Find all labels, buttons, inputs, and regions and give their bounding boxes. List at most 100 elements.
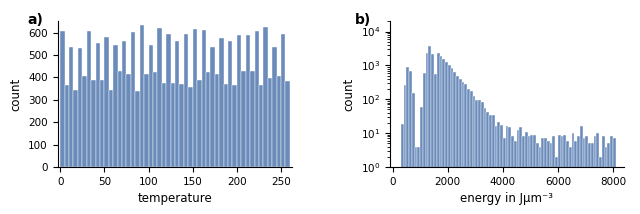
Bar bbox=[206, 72, 211, 167]
Bar bbox=[525, 132, 527, 214]
X-axis label: energy in Jμm⁻³: energy in Jμm⁻³ bbox=[460, 192, 554, 205]
Bar bbox=[582, 138, 586, 214]
Bar bbox=[520, 127, 522, 214]
Bar bbox=[406, 67, 409, 214]
Bar bbox=[522, 136, 525, 214]
Y-axis label: count: count bbox=[10, 77, 22, 111]
Bar bbox=[255, 31, 259, 167]
Bar bbox=[241, 71, 246, 167]
Bar bbox=[561, 136, 563, 214]
Bar bbox=[426, 53, 429, 214]
Bar bbox=[171, 83, 175, 167]
Bar bbox=[544, 138, 547, 214]
Bar bbox=[489, 115, 492, 214]
Bar bbox=[259, 85, 264, 167]
Bar bbox=[599, 157, 602, 214]
Bar bbox=[588, 143, 591, 214]
Bar bbox=[566, 141, 569, 214]
Bar bbox=[118, 71, 122, 167]
Bar bbox=[536, 143, 539, 214]
Bar bbox=[610, 136, 613, 214]
Bar bbox=[250, 71, 255, 167]
Bar bbox=[467, 89, 470, 214]
Bar bbox=[188, 87, 193, 167]
Bar bbox=[237, 35, 241, 167]
Bar bbox=[586, 136, 588, 214]
Bar bbox=[272, 47, 276, 167]
Bar bbox=[547, 141, 550, 214]
Bar bbox=[100, 80, 104, 167]
Bar bbox=[558, 135, 561, 214]
Bar bbox=[605, 147, 607, 214]
Bar bbox=[495, 126, 497, 214]
Bar bbox=[83, 76, 87, 167]
Bar bbox=[577, 136, 580, 214]
Bar bbox=[184, 34, 188, 167]
Bar bbox=[506, 126, 508, 214]
Bar bbox=[511, 136, 514, 214]
Bar bbox=[140, 25, 144, 167]
Bar bbox=[442, 59, 445, 214]
Bar bbox=[478, 100, 481, 214]
Text: a): a) bbox=[27, 13, 43, 27]
Bar bbox=[500, 125, 503, 214]
Bar bbox=[486, 112, 489, 214]
Bar bbox=[109, 90, 113, 167]
Bar bbox=[78, 48, 83, 167]
Bar bbox=[220, 38, 223, 167]
Bar bbox=[591, 143, 594, 214]
Bar bbox=[448, 65, 451, 214]
Bar bbox=[401, 124, 404, 214]
Bar bbox=[113, 45, 118, 167]
Bar bbox=[550, 143, 552, 214]
Bar bbox=[472, 96, 476, 214]
Bar bbox=[91, 80, 95, 167]
Bar bbox=[404, 85, 406, 214]
Bar bbox=[246, 35, 250, 167]
Bar bbox=[285, 81, 290, 167]
Bar bbox=[175, 41, 179, 167]
Bar bbox=[157, 28, 162, 167]
Bar bbox=[497, 122, 500, 214]
Bar bbox=[533, 135, 536, 214]
Bar bbox=[122, 41, 127, 167]
Bar bbox=[202, 30, 206, 167]
Bar bbox=[456, 76, 459, 214]
Bar bbox=[575, 141, 577, 214]
X-axis label: temperature: temperature bbox=[137, 192, 212, 205]
Bar bbox=[223, 84, 228, 167]
Bar bbox=[481, 102, 484, 214]
Bar bbox=[580, 126, 582, 214]
Bar bbox=[476, 100, 478, 214]
Bar bbox=[503, 138, 506, 214]
Bar bbox=[508, 127, 511, 214]
Bar bbox=[445, 62, 448, 214]
Bar bbox=[193, 29, 197, 167]
Bar bbox=[409, 71, 412, 214]
Bar bbox=[434, 74, 436, 214]
Bar bbox=[179, 84, 184, 167]
Bar bbox=[232, 85, 237, 167]
Bar bbox=[148, 45, 153, 167]
Bar bbox=[563, 135, 566, 214]
Bar bbox=[541, 138, 544, 214]
Bar bbox=[596, 133, 599, 214]
Bar bbox=[144, 74, 148, 167]
Bar bbox=[104, 37, 109, 167]
Bar bbox=[613, 138, 616, 214]
Bar bbox=[461, 82, 464, 214]
Bar bbox=[74, 90, 78, 167]
Bar bbox=[552, 136, 555, 214]
Bar bbox=[69, 47, 74, 167]
Bar bbox=[417, 147, 420, 214]
Bar bbox=[197, 80, 202, 167]
Bar bbox=[166, 34, 171, 167]
Bar bbox=[431, 54, 434, 214]
Bar bbox=[423, 73, 426, 214]
Bar bbox=[436, 53, 440, 214]
Bar bbox=[440, 56, 442, 214]
Bar bbox=[415, 147, 417, 214]
Bar bbox=[268, 78, 272, 167]
Bar bbox=[539, 147, 541, 214]
Bar bbox=[470, 91, 472, 214]
